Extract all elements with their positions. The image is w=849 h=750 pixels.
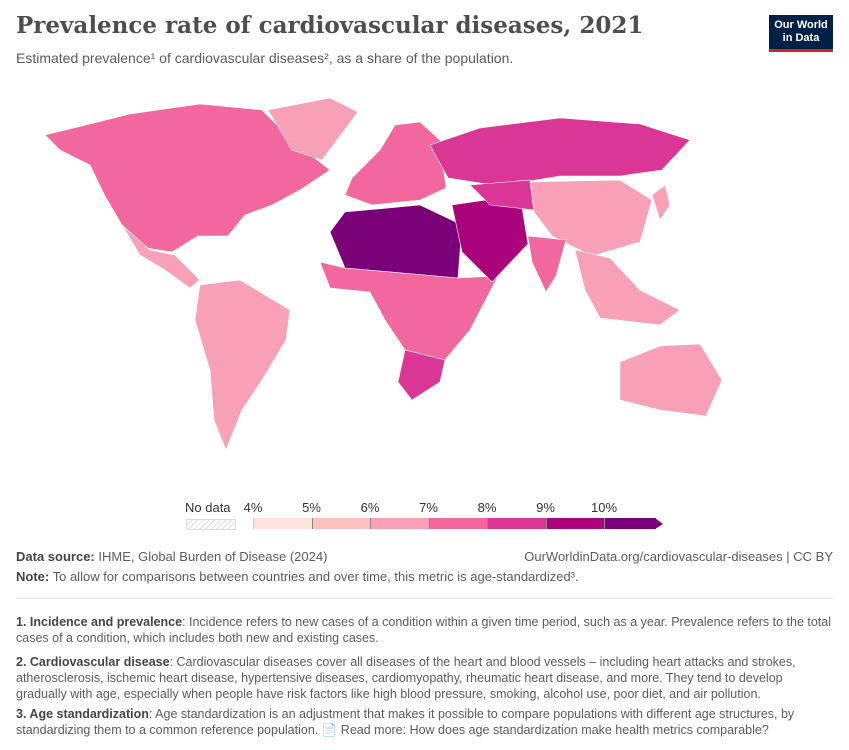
legend-arrow: [654, 518, 663, 529]
footnote-1: 1. Incidence and prevalence: Incidence r…: [16, 615, 832, 645]
legend-tick: 7%: [419, 500, 438, 515]
note: Note: To allow for comparisons between c…: [16, 569, 579, 584]
region-australia[interactable]: [619, 343, 723, 417]
owid-logo[interactable]: Our World in Data: [769, 15, 833, 52]
legend-bin: [487, 518, 547, 529]
legend-bin: [311, 518, 371, 529]
legend-tick: 10%: [590, 500, 618, 515]
footnote-3: 3. Age standardization: Age standardizat…: [16, 707, 795, 737]
legend-bin: [253, 518, 313, 529]
legend-no-data-label: No data: [185, 500, 231, 515]
region-central-america[interactable]: [121, 224, 201, 289]
data-source: Data source: IHME, Global Burden of Dise…: [16, 549, 328, 564]
legend-bin: [545, 518, 605, 529]
legend-tick: 9%: [536, 500, 555, 515]
legend-tick: 4%: [243, 500, 263, 515]
document-icon: 📄: [321, 723, 338, 737]
region-southern-africa[interactable]: [397, 349, 446, 401]
legend-tick: 5%: [302, 500, 321, 515]
region-china[interactable]: [529, 179, 653, 257]
chart-subtitle: Estimated prevalence¹ of cardiovascular …: [16, 50, 514, 66]
chart-title: Prevalence rate of cardiovascular diseas…: [16, 12, 644, 39]
region-europe[interactable]: [344, 121, 447, 206]
region-russia[interactable]: [429, 117, 691, 187]
region-north-africa[interactable]: [329, 204, 463, 279]
legend-tick: 6%: [360, 500, 380, 515]
divider: [16, 598, 833, 599]
legend-bin: [370, 518, 430, 529]
legend-no-data-swatch: [186, 519, 236, 530]
region-greenland[interactable]: [267, 97, 359, 161]
region-japan[interactable]: [651, 184, 671, 221]
region-southeast-asia[interactable]: [574, 249, 681, 326]
region-sub-saharan-africa[interactable]: [319, 261, 499, 361]
footnote-2: 2. Cardiovascular disease: Cardiovascula…: [16, 655, 796, 701]
read-more-link[interactable]: Read more: How does age standardization …: [340, 723, 769, 737]
world-map[interactable]: [0, 90, 849, 490]
legend-bin: [428, 518, 488, 529]
source-url-link[interactable]: OurWorldinData.org/cardiovascular-diseas…: [524, 549, 833, 564]
region-india[interactable]: [527, 235, 567, 293]
legend-bin: [604, 518, 656, 529]
region-north-america[interactable]: [44, 103, 331, 253]
legend-tick: 8%: [477, 500, 497, 515]
region-south-america[interactable]: [194, 279, 291, 451]
